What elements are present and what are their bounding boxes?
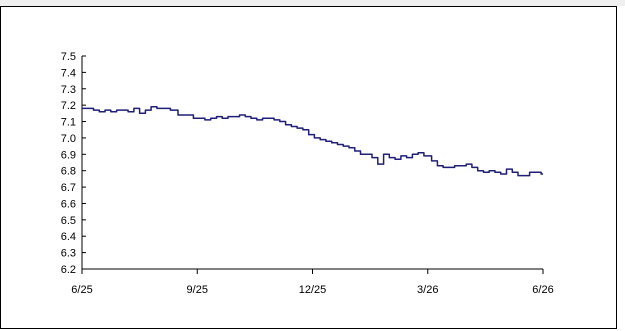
y-tick-label: 6.3 [61, 248, 76, 260]
axes [81, 56, 543, 270]
y-tick-label: 6.8 [61, 166, 76, 178]
y-tick-label: 6.4 [61, 231, 76, 243]
y-tick-label: 6.6 [61, 198, 76, 210]
series-line [82, 106, 543, 177]
y-tick-label: 7.0 [61, 133, 76, 145]
x-tick-label: 6/26 [532, 284, 553, 296]
y-tick-label: 7.4 [61, 67, 76, 79]
y-tick-label: 7.2 [61, 100, 76, 112]
x-tick-label: 3/26 [417, 284, 438, 296]
top-strip [0, 0, 625, 6]
series-group [82, 106, 543, 177]
y-tick-label: 7.5 [61, 51, 76, 63]
y-tick-label: 6.2 [61, 264, 76, 276]
y-tick-label: 7.1 [61, 117, 76, 129]
x-axis-ticks: 6/25 9/25 12/25 3/26 6/26 [71, 269, 554, 296]
x-tick-label: 12/25 [299, 284, 327, 296]
y-axis-ticks: 7.5 7.4 7.3 7.2 7.1 7.0 6.9 6.8 6.7 6.6 6.5 6.4 6.3 6… [61, 51, 86, 276]
y-tick-label: 6.9 [61, 149, 76, 161]
x-tick-label: 9/25 [187, 284, 208, 296]
x-tick-label: 6/25 [71, 284, 92, 296]
y-tick-label: 6.5 [61, 215, 76, 227]
chart-frame [0, 6, 617, 329]
y-tick-label: 7.3 [61, 84, 76, 96]
y-tick-label: 6.7 [61, 182, 76, 194]
